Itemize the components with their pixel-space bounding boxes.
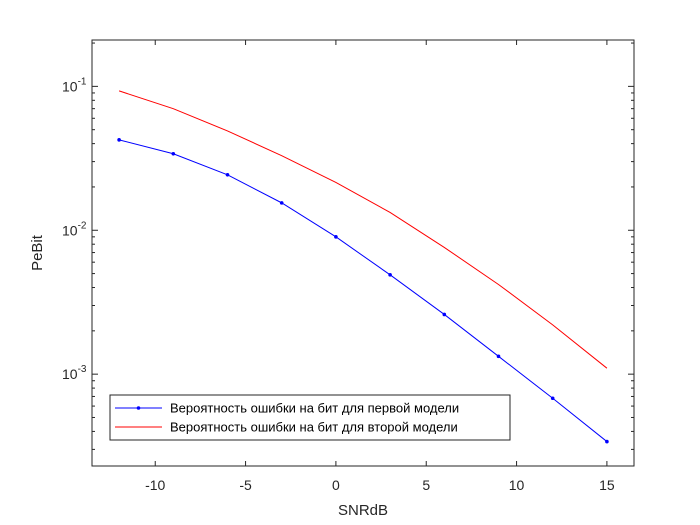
x-axis-label: SNRdB bbox=[338, 502, 388, 519]
legend-label-series-1: Вероятность ошибки на бит для первой мод… bbox=[170, 401, 459, 416]
x-tick-label: -10 bbox=[145, 477, 165, 493]
series-2-line bbox=[118, 90, 608, 369]
series-1-point bbox=[550, 396, 555, 401]
series-1-point bbox=[117, 138, 121, 142]
x-tick-label: 10 bbox=[509, 477, 525, 493]
axes-frame bbox=[91, 39, 635, 467]
x-tick-label: -5 bbox=[239, 477, 252, 493]
series-1-line bbox=[118, 139, 608, 442]
series-1-point bbox=[225, 172, 230, 177]
plot-series bbox=[117, 90, 609, 444]
series-1-point bbox=[334, 235, 338, 239]
series-1-point bbox=[442, 312, 447, 317]
series-1-point bbox=[388, 273, 392, 277]
series-1-point bbox=[496, 354, 501, 359]
legend-marker-series-1 bbox=[136, 406, 141, 410]
x-tick-labels: -10 -5 0 5 10 15 bbox=[145, 477, 615, 493]
legend-box bbox=[109, 394, 511, 441]
legend-label-series-2: Вероятность ошибки на бит для второй мод… bbox=[170, 420, 458, 435]
y-tick-label: 10-2 bbox=[62, 220, 87, 238]
y-tick-label: 10-3 bbox=[62, 364, 87, 382]
series-1-point bbox=[279, 201, 284, 205]
x-tick-label: 15 bbox=[599, 477, 615, 493]
y-tick-label: 10-1 bbox=[62, 76, 87, 94]
x-tick-label: 0 bbox=[332, 477, 340, 493]
series-1-point bbox=[171, 151, 176, 156]
y-axis-label: PeBit bbox=[29, 234, 46, 271]
y-tick-labels: 10-1 10-2 10-3 bbox=[62, 76, 87, 382]
series-1-point bbox=[605, 439, 609, 444]
x-tick-label: 5 bbox=[422, 477, 430, 493]
legend: Вероятность ошибки на бит для первой мод… bbox=[109, 394, 511, 441]
